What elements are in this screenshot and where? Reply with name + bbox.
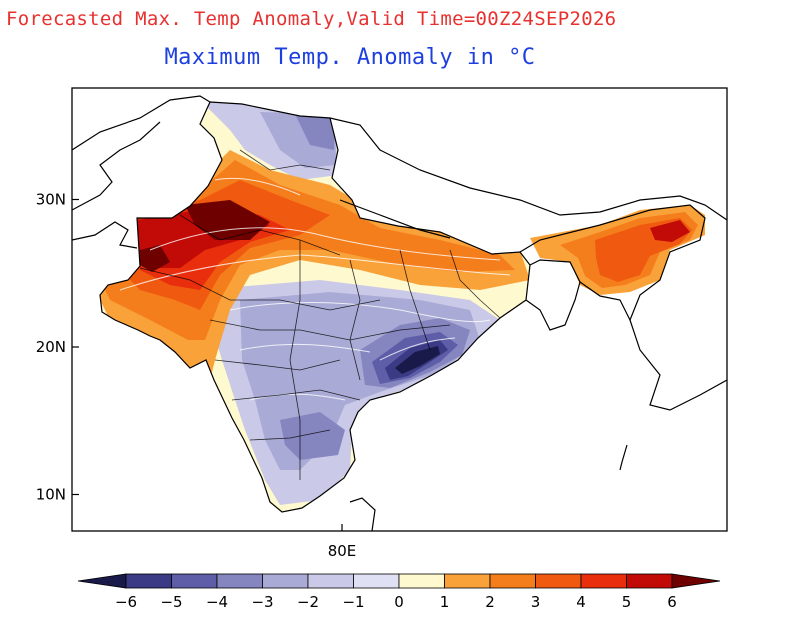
cool-region-south-pocket — [280, 412, 345, 460]
colorbar-label: 3 — [531, 593, 541, 611]
colorbar-label: −3 — [251, 593, 273, 611]
colorbar-label: −5 — [160, 593, 182, 611]
colorbar-segment — [626, 573, 673, 589]
colorbar-segment — [353, 573, 400, 589]
cool-region-north-3 — [295, 114, 335, 150]
pakistan-border — [72, 95, 211, 151]
northeast-outline — [519, 204, 706, 322]
colorbar-label: −6 — [115, 593, 137, 611]
map-border — [71, 87, 728, 532]
colorbar-label: 0 — [394, 593, 404, 611]
colorbar-segment — [307, 573, 354, 589]
colorbar-label: −1 — [342, 593, 364, 611]
colorbar-label: 1 — [440, 593, 450, 611]
hot-core — [185, 200, 270, 240]
colorbar-label: 4 — [576, 593, 586, 611]
sri-lanka — [349, 497, 376, 531]
y-tick-label: 30N — [36, 191, 66, 209]
colorbar-max-arrow — [671, 573, 721, 589]
colorbar-label: 2 — [485, 593, 495, 611]
colorbar-label: −4 — [206, 593, 228, 611]
nepal-border — [339, 199, 451, 239]
colorbar-segment — [125, 573, 172, 589]
colorbar-label: 6 — [667, 593, 677, 611]
colorbar-segment — [171, 573, 218, 589]
colorbar-min-arrow — [77, 573, 127, 589]
hot-pocket-west — [140, 245, 170, 272]
boundaries — [72, 95, 727, 531]
colorbar-segment — [398, 573, 445, 589]
china-border — [329, 117, 727, 221]
colorbar-label: −2 — [297, 593, 319, 611]
northeast-anomaly — [530, 205, 705, 295]
chart-subtitle: Maximum Temp. Anomaly in °C — [164, 45, 536, 70]
bangladesh-border — [525, 281, 581, 331]
iran-border — [72, 221, 138, 249]
andaman-islands — [619, 444, 628, 471]
y-tick-label: 10N — [36, 486, 66, 504]
cold-core-4 — [395, 346, 440, 374]
colorbar: −6 −5 −4 −3 −2 −1 0 1 2 3 4 5 6 — [77, 573, 721, 611]
x-tick-label: 80E — [328, 542, 357, 560]
colorbar-segment — [580, 573, 627, 589]
colorbar-segment — [489, 573, 536, 589]
state-lines — [139, 149, 501, 480]
axis-ticks: 30N 20N 10N 80E — [36, 191, 357, 561]
colorbar-segment — [216, 573, 263, 589]
chart-title: Forecasted Max. Temp Anomaly,Valid Time=… — [6, 8, 617, 30]
y-tick-label: 20N — [36, 338, 66, 356]
map-frame — [72, 95, 727, 531]
afghan-border — [72, 121, 161, 211]
colorbar-segment — [444, 573, 491, 589]
colorbar-segment — [262, 573, 309, 589]
myanmar-border — [629, 319, 727, 411]
colorbar-label: 5 — [622, 593, 632, 611]
colorbar-segment — [535, 573, 582, 589]
